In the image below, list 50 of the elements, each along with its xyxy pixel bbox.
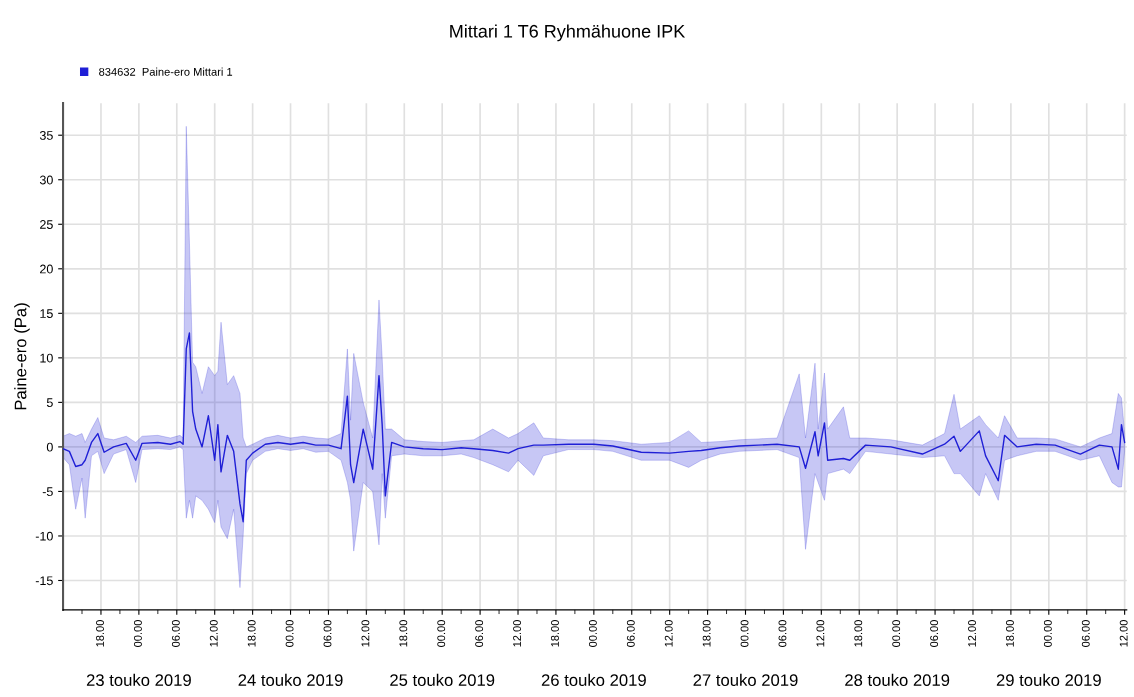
x2-tick-label: 28 touko 2019 (845, 673, 950, 687)
y-tick-label: -10 (35, 531, 53, 541)
y-tick-label: 5 (46, 398, 53, 408)
x-tick-label: 12.00 (513, 620, 521, 647)
y-tick-label: 25 (40, 220, 53, 229)
y-tick-label: 10 (40, 353, 53, 363)
x-tick-label: 12.00 (816, 620, 825, 647)
x2-tick-label: 24 touko 2019 (238, 673, 343, 687)
x2-tick-label: 26 touko 2019 (541, 673, 646, 687)
x-tick-label: 06.00 (171, 620, 180, 647)
x-tick-label: 00.00 (740, 620, 749, 647)
y-tick-label: -15 (35, 576, 53, 586)
x-tick-label: 18.00 (854, 620, 863, 647)
y-tick-label: 20 (40, 264, 53, 274)
x-tick-label: 18.00 (1006, 620, 1014, 647)
x2-tick-label: 25 touko 2019 (390, 673, 495, 687)
x-tick-label: 18.00 (96, 620, 104, 647)
y-tick-label: -5 (42, 487, 53, 497)
x-tick-label: 12.00 (1119, 620, 1128, 647)
x-tick-label: 06.00 (626, 620, 635, 647)
x-tick-label: 06.00 (475, 620, 484, 647)
x-tick-label: 00.00 (588, 620, 597, 647)
y-tick-label: 30 (39, 175, 53, 185)
x-tick-label: 00.00 (892, 620, 901, 647)
x-tick-label: 12.00 (664, 620, 673, 647)
chart-title: Mittari 1 T6 Ryhmähuone IPK (450, 24, 686, 42)
x-tick-label: 12.00 (361, 620, 370, 647)
x-tick-label: 12.00 (968, 620, 976, 647)
x-tick-label: 06.00 (930, 620, 939, 647)
x2-tick-label: 23 touko 2019 (86, 673, 191, 687)
x-tick-label: 18.00 (247, 620, 256, 647)
x-tick-label: 00.00 (437, 620, 446, 647)
x-tick-label: 12.00 (209, 620, 218, 647)
legend-label: 834632 Paine-ero Mittari 1 (99, 67, 233, 76)
x-tick-label: 06.00 (323, 620, 332, 647)
x-tick-label: 06.00 (778, 620, 787, 647)
y-tick-label: 0 (46, 442, 53, 452)
line-series (63, 332, 1126, 523)
x-tick-label: 06.00 (1081, 620, 1090, 647)
x-tick-label: 00.00 (133, 620, 142, 647)
x-tick-label: 00.00 (285, 620, 294, 647)
x2-tick-label: 29 touko 2019 (996, 673, 1101, 687)
x-tick-label: 18.00 (702, 620, 711, 647)
x-tick-label: 18.00 (551, 620, 559, 647)
x-tick-label: 18.00 (399, 620, 408, 647)
x2-tick-label: 27 touko 2019 (693, 673, 798, 687)
x-tick-label: 00.00 (1043, 620, 1052, 647)
y-axis-title: Paine-ero (Pa) (14, 303, 30, 410)
y-tick-label: 35 (39, 131, 53, 140)
y-tick-label: 15 (40, 309, 53, 318)
